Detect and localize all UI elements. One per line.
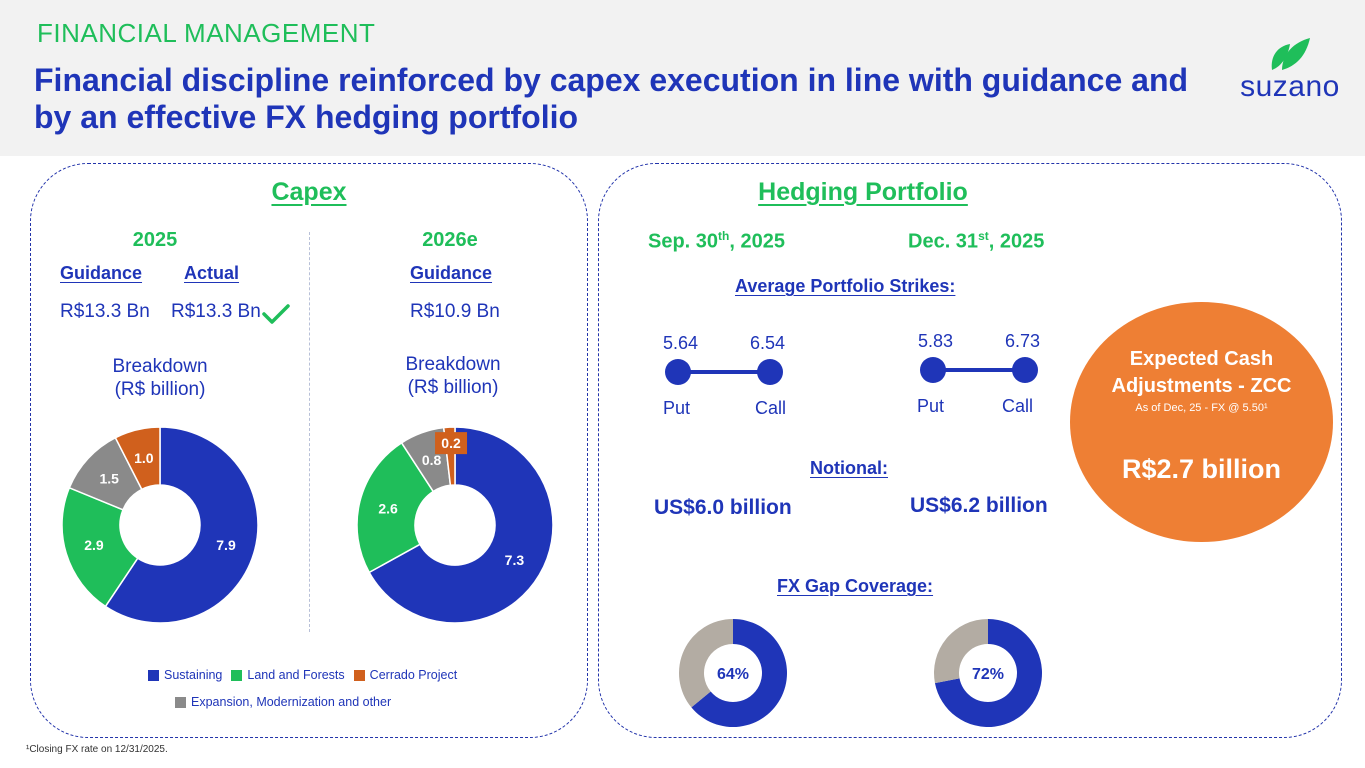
strikes-label: Average Portfolio Strikes: [735, 276, 956, 296]
zcc-circle: Expected Cash Adjustments - ZCC As of De… [1070, 302, 1333, 542]
guidance-2025-label: Guidance [60, 263, 143, 283]
date2-sup: st [978, 229, 989, 243]
donut-2026-label-3: 0.2 [441, 435, 461, 451]
cov-sep-slice-0 [691, 619, 787, 727]
legend-label-expansion: Expansion, Modernization and other [191, 695, 392, 709]
hedging-panel [598, 163, 1342, 738]
notional-label: Notional: [810, 458, 888, 478]
date1-tail: , 2025 [729, 230, 785, 253]
fx-gap-dec-donut-chart: 72% [934, 619, 1042, 727]
legend-sustaining: Sustaining [148, 668, 222, 682]
guidance-2026-label: Guidance [410, 263, 493, 283]
logo-text: suzano [1240, 70, 1340, 103]
put-strike-sep: 5.64 [663, 333, 699, 353]
date2-main: Dec. 31 [908, 230, 979, 253]
legend-label-cerrado: Cerrado Project [369, 668, 458, 682]
fx-gap-sep-donut-chart: 64% [679, 619, 787, 727]
legend-cerrado: Cerrado Project [353, 668, 458, 682]
call-strike-sep: 6.54 [750, 333, 786, 353]
legend-expansion: Expansion, Modernization and other [175, 695, 391, 709]
breakdown-2026-line2: (R$ billion) [407, 377, 499, 398]
zcc-title-line1: Expected Cash [1129, 348, 1274, 370]
call-label-dec: Call [1002, 396, 1034, 416]
strike-range-sep [665, 359, 783, 385]
hedging-title: Hedging Portfolio [758, 178, 968, 206]
donut-2026-slice-1 [356, 441, 435, 574]
legend-swatch-land-forests [231, 669, 243, 681]
capex-legend-row1: Sustaining Land and Forests Cerrado Proj… [148, 668, 466, 682]
footnote: ¹Closing FX rate on 12/31/2025. [26, 744, 168, 755]
call-dot-dec [1012, 357, 1038, 383]
date1-sup: th [718, 229, 730, 243]
capex-panel [30, 163, 588, 738]
capex-2025-donut-chart: 7.9 2.9 1.5 1.0 [61, 426, 259, 624]
date1-main: Sep. 30 [648, 230, 719, 253]
year-2025: 2025 [132, 229, 178, 251]
donut-2025-slice-3 [114, 426, 161, 491]
actual-2025-value: R$13.3 Bn [171, 301, 261, 322]
donut-2026-slice-0 [368, 426, 554, 624]
donut-2025-label-2: 1.5 [100, 470, 120, 486]
zcc-subtitle: As of Dec, 25 - FX @ 5.50¹ [1135, 402, 1268, 414]
capex-title: Capex [271, 178, 347, 206]
put-strike-dec: 5.83 [918, 331, 954, 351]
donut-2026-label-0: 7.3 [505, 552, 525, 568]
legend-land-forests: Land and Forests [231, 668, 345, 682]
date-sep-2025: Sep. 30th, 2025 [648, 229, 785, 254]
notional-dec: US$6.2 billion [910, 494, 1048, 517]
donut-2026-label-2: 0.8 [422, 452, 442, 468]
zcc-value: R$2.7 billion [1121, 454, 1282, 484]
call-dot-sep [757, 359, 783, 385]
capex-divider [309, 232, 310, 632]
cov-dec-slice-1 [934, 619, 988, 684]
donut-2026-label-bg-3 [435, 432, 468, 455]
year-2026e: 2026e [422, 229, 478, 251]
date2-tail: , 2025 [988, 230, 1045, 253]
capex-2026-donut-chart: 7.3 2.6 0.80.2 [356, 426, 554, 624]
header-band: FINANCIAL MANAGEMENT Financial disciplin… [0, 0, 1365, 156]
call-strike-dec: 6.73 [1005, 331, 1041, 351]
donut-2025-slice-1 [61, 486, 139, 608]
cov-dec-center-label: 72% [972, 666, 1004, 683]
notional-sep: US$6.0 billion [654, 496, 792, 519]
donut-2025-label-0: 7.9 [216, 537, 236, 553]
guidance-2025-value: R$13.3 Bn [60, 301, 150, 322]
slide-title: Financial discipline reinforced by capex… [34, 62, 1189, 135]
call-label-sep: Call [755, 398, 787, 418]
legend-swatch-expansion [175, 696, 186, 708]
zcc-title-line2: Adjustments - ZCC [1111, 375, 1292, 397]
breakdown-2026-line1: Breakdown [405, 354, 501, 375]
donut-2026-label-1: 2.6 [378, 500, 398, 516]
guidance-2026-value: R$10.9 Bn [410, 301, 500, 322]
cov-sep-center-label: 64% [717, 666, 749, 683]
strike-range-dec [920, 357, 1038, 383]
cov-dec-slice-0 [934, 619, 1042, 727]
breakdown-2026-label: Breakdown (R$ billion) [373, 353, 533, 399]
cov-sep-slice-1 [679, 619, 733, 708]
put-dot-sep [665, 359, 691, 385]
capex-legend-row2: Expansion, Modernization and other [175, 695, 400, 709]
breakdown-2025-line2: (R$ billion) [114, 379, 206, 400]
breakdown-2025-line1: Breakdown [112, 356, 208, 377]
fx-gap-label: FX Gap Coverage: [777, 576, 934, 596]
section-label: FINANCIAL MANAGEMENT [37, 18, 376, 48]
put-label-dec: Put [917, 396, 945, 416]
breakdown-2025-label: Breakdown (R$ billion) [80, 355, 240, 401]
donut-2025-label-1: 2.9 [84, 537, 104, 553]
put-dot-dec [920, 357, 946, 383]
actual-2025-label: Actual [184, 263, 240, 283]
legend-label-land-forests: Land and Forests [247, 668, 345, 682]
put-label-sep: Put [663, 398, 691, 418]
check-icon [262, 304, 290, 324]
legend-swatch-cerrado [353, 669, 365, 681]
leaf-icon [1271, 38, 1310, 70]
donut-2025-slice-0 [104, 426, 259, 624]
suzano-logo: suzano [1236, 36, 1344, 106]
legend-swatch-sustaining [148, 669, 159, 681]
date-dec-2025: Dec. 31st, 2025 [908, 229, 1044, 254]
legend-label-sustaining: Sustaining [164, 668, 223, 682]
zcc-title: Expected Cash Adjustments - ZCC [1070, 346, 1333, 400]
donut-2025-label-3: 1.0 [134, 450, 154, 466]
